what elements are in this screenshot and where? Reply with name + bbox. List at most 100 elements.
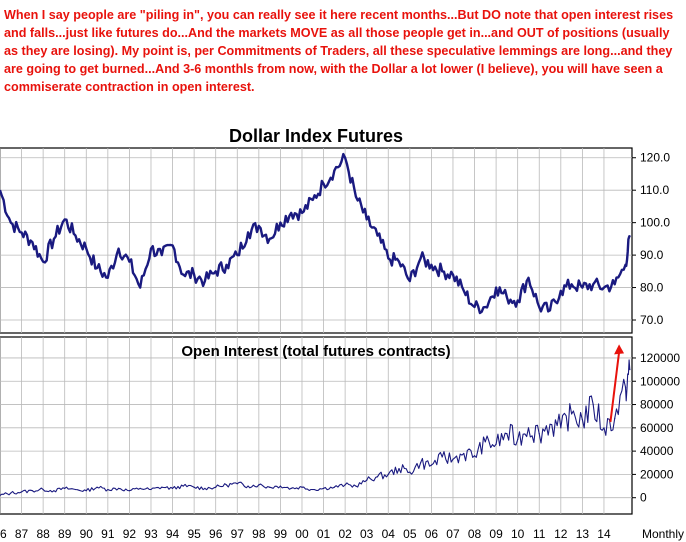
data-point <box>366 479 368 481</box>
data-point <box>322 183 325 185</box>
y-tick-label: 120.0 <box>640 151 670 165</box>
data-point <box>290 212 292 214</box>
data-point <box>139 286 141 289</box>
x-tick-label: 88 <box>36 527 50 541</box>
x-tick-label: 94 <box>166 527 180 541</box>
x-tick-label: 13 <box>576 527 590 541</box>
data-point <box>171 244 174 246</box>
data-point <box>301 212 303 214</box>
data-point <box>279 222 282 224</box>
data-point <box>64 218 66 221</box>
data-point <box>495 443 497 445</box>
data-point <box>333 170 335 172</box>
x-tick-label: 02 <box>338 527 352 541</box>
data-point <box>150 488 152 491</box>
data-point <box>247 485 249 487</box>
data-point <box>193 486 195 488</box>
data-point <box>182 485 184 487</box>
x-tick-label: 87 <box>15 527 29 541</box>
data-point <box>560 290 562 292</box>
x-tick-label: 04 <box>382 527 396 541</box>
data-point <box>150 248 152 250</box>
data-point <box>538 306 540 308</box>
data-point <box>366 218 368 221</box>
data-point <box>376 235 379 237</box>
data-point <box>204 280 206 282</box>
data-point <box>538 433 540 435</box>
arrow-head <box>614 344 625 355</box>
data-point <box>42 260 44 263</box>
y-tick-label: 0 <box>640 491 647 505</box>
plot-frame <box>0 336 633 515</box>
x-tick-label: 08 <box>468 527 482 541</box>
data-point <box>420 462 422 464</box>
x-tick-label: 86 <box>0 527 7 541</box>
data-point <box>463 452 465 455</box>
data-point <box>10 492 12 494</box>
frequency-label: Monthly <box>642 527 684 541</box>
data-point <box>355 485 357 487</box>
data-point <box>85 248 87 250</box>
x-tick-label: 89 <box>58 527 72 541</box>
series-line <box>0 152 631 315</box>
data-point <box>506 433 508 435</box>
data-point <box>0 189 1 191</box>
data-point <box>398 260 400 263</box>
y-tick-label: 80.0 <box>640 281 664 295</box>
data-point <box>31 241 33 243</box>
data-point <box>20 231 23 233</box>
data-point <box>42 488 44 491</box>
arrow-annotation <box>609 352 621 423</box>
data-point <box>333 486 335 488</box>
data-point <box>592 283 594 285</box>
data-point <box>452 458 454 460</box>
data-point <box>614 283 616 285</box>
x-tick-label: 00 <box>295 527 309 541</box>
x-axis: 86 87 88 89 90 91 92 93 94 95 96 97 98 99 00 01 02 03 04 05… <box>0 527 684 541</box>
data-point <box>527 427 530 429</box>
x-tick-label: 99 <box>274 527 288 541</box>
x-tick-label: 07 <box>446 527 460 541</box>
data-point <box>312 199 314 201</box>
data-point <box>420 257 422 259</box>
data-point <box>506 296 508 298</box>
x-tick-label: 97 <box>231 527 245 541</box>
x-tick-label: 06 <box>425 527 439 541</box>
data-point <box>398 467 400 470</box>
data-point <box>290 487 292 489</box>
data-point <box>312 488 314 491</box>
data-point <box>118 487 120 489</box>
data-point <box>269 486 271 488</box>
data-point <box>107 488 109 491</box>
data-point <box>269 238 271 240</box>
data-point <box>355 196 357 198</box>
x-tick-label: 92 <box>123 527 137 541</box>
dollar-index-panel: 70.0 80.0 90.0 100.0 110.0 120.0 Dollar Index … <box>0 126 670 334</box>
data-point <box>85 490 87 492</box>
x-tick-label: 96 <box>209 527 223 541</box>
data-point <box>322 487 325 489</box>
data-point <box>441 456 443 458</box>
x-tick-label: 01 <box>317 527 331 541</box>
data-point <box>629 235 631 237</box>
y-tick-label: 60000 <box>640 421 674 435</box>
data-point <box>74 488 77 491</box>
data-point <box>495 286 497 289</box>
data-point <box>517 438 519 441</box>
data-point <box>204 487 206 489</box>
data-point <box>225 264 228 266</box>
data-point <box>560 427 562 429</box>
data-point <box>549 423 551 425</box>
data-point <box>301 486 303 488</box>
data-point <box>236 254 238 256</box>
x-tick-label: 11 <box>533 527 546 541</box>
data-point <box>344 484 346 486</box>
y-tick-label: 100.0 <box>640 216 670 230</box>
data-point <box>603 427 605 429</box>
data-point <box>409 280 411 282</box>
data-point <box>128 260 131 263</box>
data-point <box>247 231 249 233</box>
y-tick-label: 110.0 <box>640 183 669 197</box>
data-point <box>53 238 55 240</box>
